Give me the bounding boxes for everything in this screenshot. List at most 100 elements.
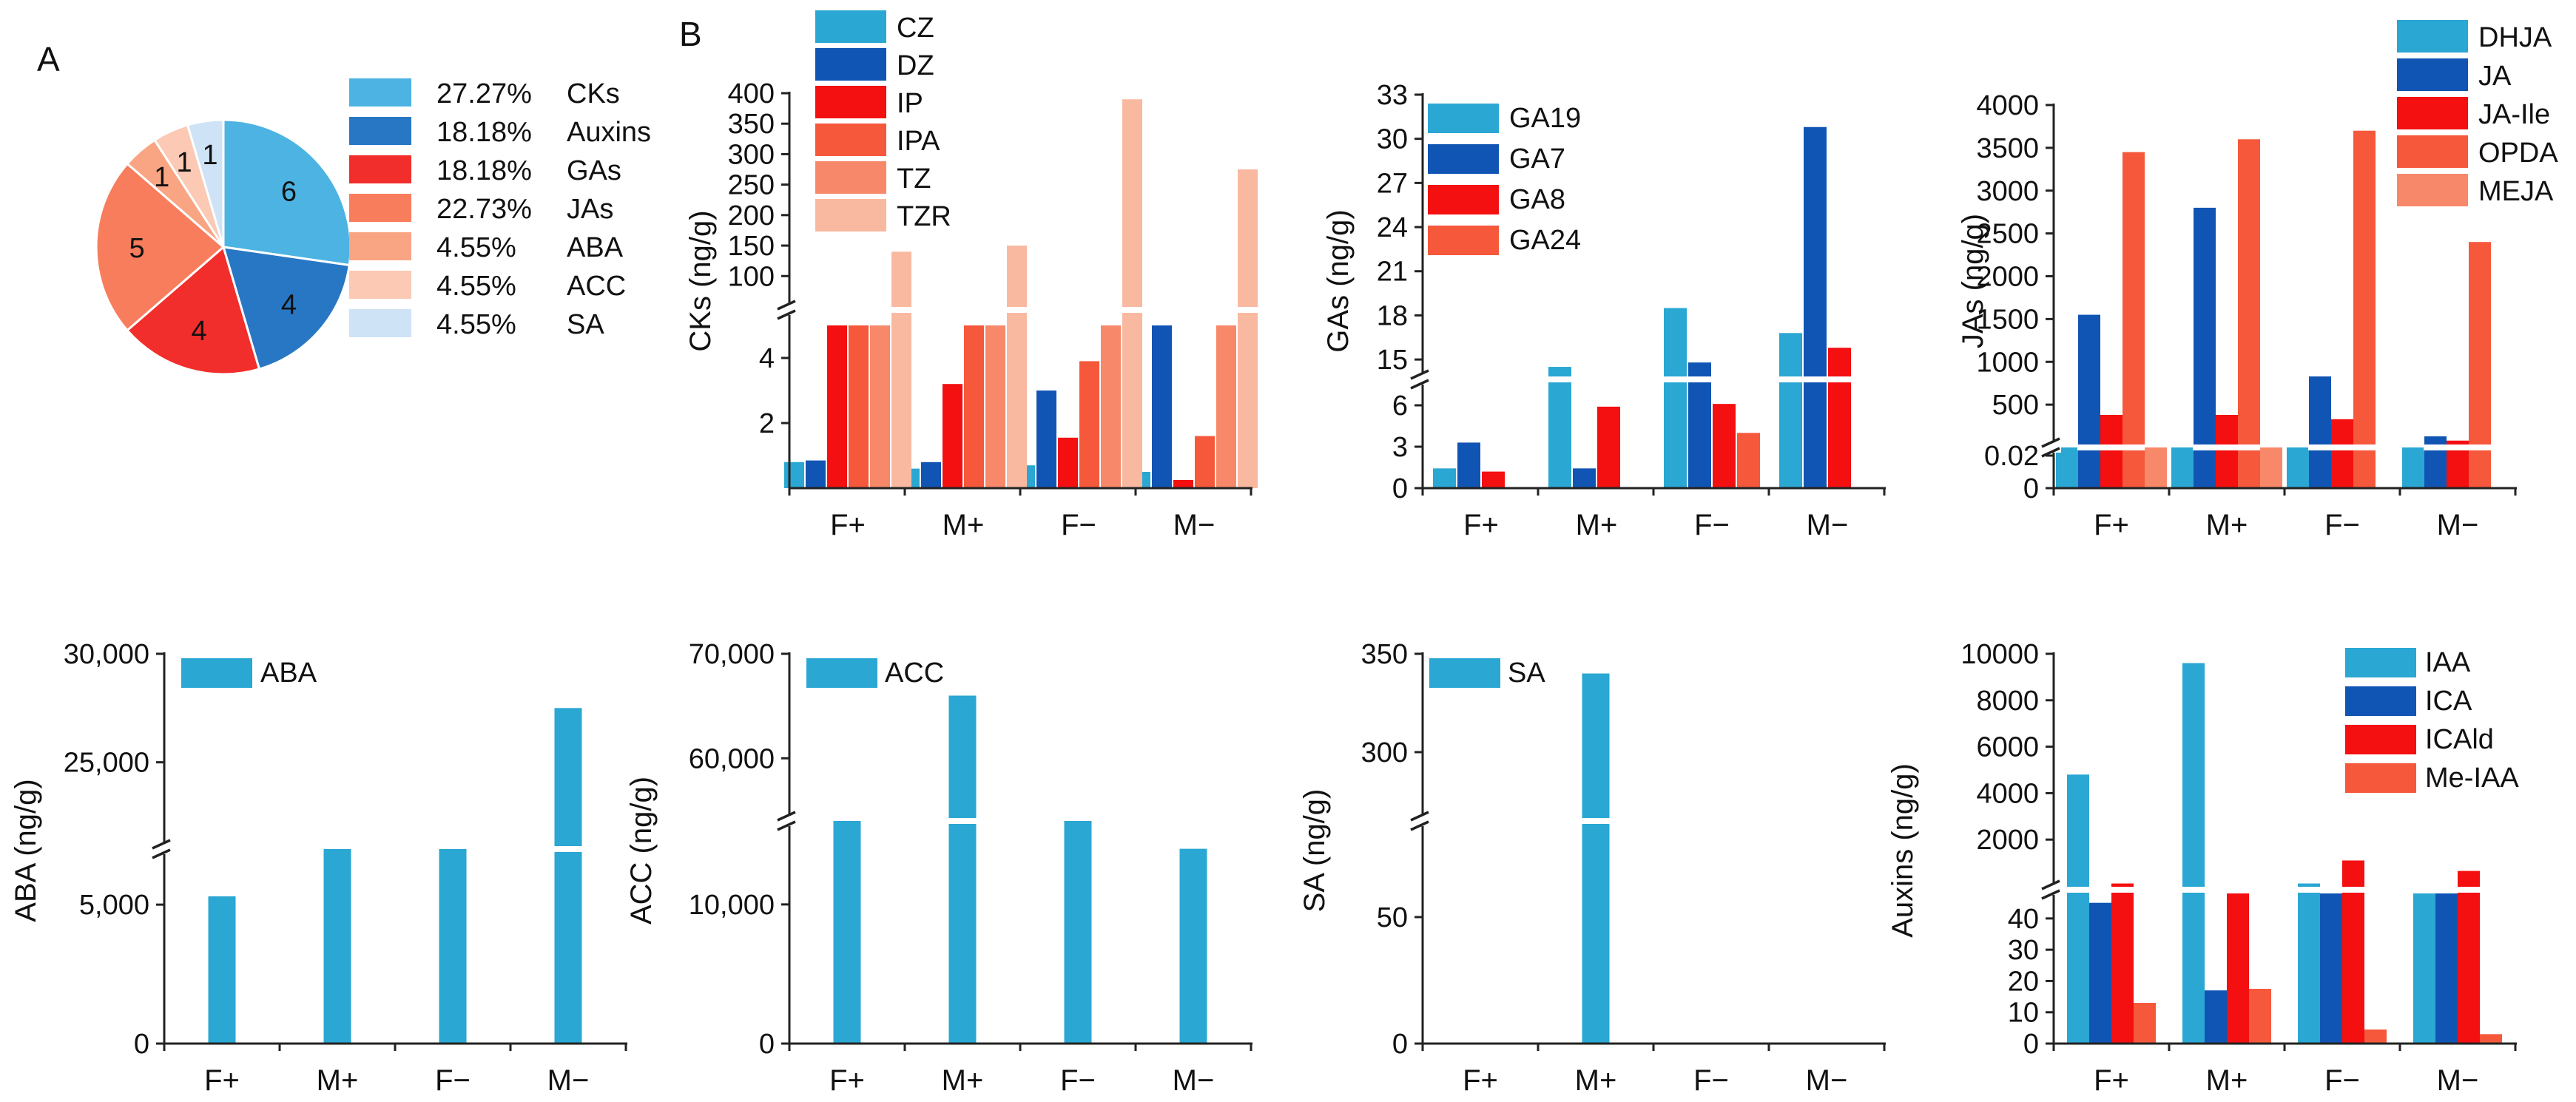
legend-label: CZ <box>897 13 934 44</box>
bar-break-gap <box>2424 444 2447 450</box>
legend-label: ACC <box>567 271 626 302</box>
x-tick-label: F+ <box>1463 509 1499 541</box>
legend-label: CKs <box>567 78 620 109</box>
bar-ga7-4 <box>1804 126 1827 488</box>
bar-tz-1 <box>870 325 890 488</box>
bar-ga24-3 <box>1737 433 1760 488</box>
bar-opda-1 <box>2122 152 2145 488</box>
bar-break-gap <box>1778 376 1803 382</box>
y-tick-label: 8000 <box>1976 686 2039 717</box>
bar-ip-1 <box>827 325 847 488</box>
y-tick-label: 2 <box>759 408 775 439</box>
y-tick-label: 18 <box>1377 300 1408 331</box>
legend-label: OPDA <box>2478 138 2558 169</box>
y-tick-label: 27 <box>1377 168 1408 199</box>
y-tick-label: 3000 <box>1976 176 2039 207</box>
legend-percent: 18.18% <box>436 155 532 186</box>
bar-break-gap <box>1122 307 1143 313</box>
x-tick-label: M− <box>2437 509 2479 541</box>
y-tick-label: 30,000 <box>64 639 149 670</box>
bar-ja-ile-1 <box>2100 415 2122 488</box>
bar-ja-4 <box>2424 436 2447 488</box>
y-tick-label: 30 <box>1377 124 1408 155</box>
legend-swatch-tzr <box>815 199 886 231</box>
legend-label: MEJA <box>2478 176 2554 207</box>
bar-iaa-1 <box>2067 774 2089 1044</box>
legend-swatch-iaa <box>2345 648 2416 677</box>
pie-slice-count: 1 <box>202 140 218 171</box>
bar-ip-4 <box>1173 480 1193 488</box>
bar-ip-2 <box>943 384 962 488</box>
x-tick-label: M− <box>1173 509 1215 541</box>
y-tick-label: 10,000 <box>689 890 775 921</box>
bar-break-gap <box>2353 444 2376 450</box>
legend-swatch-jas <box>349 194 411 222</box>
x-tick-label: F+ <box>2094 509 2129 541</box>
axis-break-mark <box>777 300 796 311</box>
legend-swatch-gas <box>349 155 411 183</box>
axis-break-mark <box>2041 447 2060 458</box>
pie-slice-jas <box>95 162 226 332</box>
legend-swatch-opda <box>2397 135 2468 168</box>
legend-label: DHJA <box>2478 22 2552 53</box>
bar-ica-4 <box>2435 893 2458 1044</box>
bar-tz-2 <box>985 325 1005 488</box>
bar-break-gap <box>2330 444 2354 450</box>
bar-break-gap <box>2237 444 2261 450</box>
legend-label: JAs <box>567 194 613 225</box>
bar-break-gap <box>553 846 583 852</box>
x-tick-label: F− <box>1060 1064 1096 1097</box>
bar-dhja-3 <box>2287 447 2309 488</box>
y-tick-label: 500 <box>1992 390 2039 421</box>
y-tick-label: 70,000 <box>689 639 775 670</box>
legend-swatch-ip <box>815 86 886 118</box>
jas-chart: 00.02 500 1000 1500 2000 2500 3000 3500 4000 F+ M+… <box>1957 20 2558 541</box>
axis-break-mark <box>152 848 171 859</box>
bar-ja-2 <box>2194 207 2216 488</box>
bar-aba-4 <box>554 708 582 1044</box>
bar-opda-3 <box>2353 130 2376 488</box>
bar-acc-2 <box>948 695 977 1044</box>
axis-break-mark <box>1410 820 1429 831</box>
bar-break-gap <box>2066 887 2090 893</box>
bar-break-gap <box>2308 444 2332 450</box>
axis-break-mark <box>152 839 171 850</box>
y-tick-label: 0 <box>134 1029 149 1060</box>
bar-dhja-1 <box>2056 447 2078 488</box>
legend-label: JA <box>2478 61 2512 92</box>
y-tick-label: 0 <box>1392 473 1408 504</box>
legend-label: GA24 <box>1509 225 1581 256</box>
legend-label: SA <box>567 309 604 340</box>
bar-break-gap <box>2468 444 2492 450</box>
legend-label: IAA <box>2425 647 2471 678</box>
bar-break-gap <box>1687 376 1712 382</box>
bar-dz-4 <box>1152 325 1172 488</box>
legend-swatch-ja-ile <box>2397 97 2468 129</box>
bar-aba-1 <box>208 896 236 1044</box>
y-tick-label: 0 <box>1392 1029 1408 1060</box>
y-tick-label: 30 <box>2008 935 2039 966</box>
y-tick-label: 33 <box>1377 80 1408 111</box>
y-tick-label: 100 <box>728 261 775 292</box>
x-tick-label: F− <box>1061 509 1096 541</box>
legend-label: GA7 <box>1509 143 1565 175</box>
bar-break-gap <box>2077 444 2101 450</box>
y-tick-label: 4000 <box>1976 90 2039 121</box>
bar-acc-4 <box>1179 848 1207 1044</box>
y-axis-title: ACC (ng/g) <box>625 777 658 924</box>
bar-break-gap <box>2193 444 2216 450</box>
y-tick-label: 10 <box>2008 998 2039 1029</box>
pie-slice-auxins <box>221 246 351 371</box>
legend-swatch-ga19 <box>1428 104 1499 133</box>
y-tick-label: 300 <box>728 139 775 170</box>
bar-break-gap <box>1548 376 1572 382</box>
legend-swatch-meja <box>2397 174 2468 206</box>
legend-label: ABA <box>567 232 624 263</box>
y-tick-label: 3 <box>1392 432 1408 463</box>
y-axis-title: Auxins (ng/g) <box>1887 763 1919 938</box>
bar-cz-1 <box>784 462 804 488</box>
y-tick-label: 3500 <box>1976 133 2039 164</box>
x-tick-label: M+ <box>317 1064 359 1097</box>
axis-break-mark <box>777 820 796 831</box>
legend-label: TZR <box>897 201 951 232</box>
